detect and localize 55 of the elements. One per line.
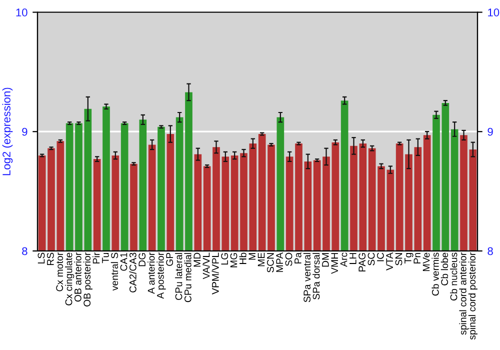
y2-tick-label: 8 [488,247,493,256]
x-tick-label: Cb vermis [432,252,439,296]
x-tick-label: spinal cord posterior [468,252,478,340]
x-tick-label: Tg [404,252,414,264]
x-tick-label: PAG [358,253,366,272]
x-tick-label: VMH [331,253,338,274]
y-axis-title: Log2 (expression) [2,88,13,176]
x-tick-label: Pa [294,252,302,264]
x-tick-label: MG [230,253,238,268]
y-tick-label: 8 [22,247,28,256]
x-tick-label: SC [368,252,375,266]
x-tick-label: A anterior [148,252,155,294]
x-tick-label: Pn [414,252,420,264]
x-tick-label: LG [221,253,228,265]
x-tick-label: Cb lobe [440,252,448,286]
x-tick-label: LS [38,252,45,264]
x-tick-label: VA/VL [202,252,210,280]
x-tick-label: M [248,253,256,260]
x-tick-label: A posterior [156,252,166,299]
x-tick-label: VTA [386,252,393,270]
x-tick-label: LH [350,253,356,264]
y2-tick-label: 10 [488,8,500,16]
x-tick-label: Tu [102,252,109,264]
y2-tick-label: 9 [488,128,493,136]
x-tick-label: DG [138,253,146,266]
x-tick-label: OB anterior [74,252,82,302]
x-tick-label: Cx cingulate [65,252,74,306]
x-tick-label: CPu medial [184,252,192,302]
x-tick-label: Arc [340,252,348,267]
x-tick-label: MPA [276,252,283,272]
x-tick-label: Cb nucleus [450,252,458,300]
x-tick-label: MVe [422,252,430,271]
x-tick-label: SPa dorsal [312,252,320,300]
x-tick-label: SPa ventral [303,252,311,302]
x-tick-label: CA1 [120,252,128,271]
x-tick-label: SN [395,253,402,266]
y-tick-label: 9 [22,128,28,136]
x-tick-label: ventral S [110,252,118,291]
x-tick-label: GP [166,252,174,266]
x-tick-label: SO [285,252,292,266]
x-tick-label: spinal cord anterior [459,252,468,335]
x-tick-label: IC [376,252,384,262]
x-tick-label: DM [322,253,329,267]
x-tick-label: MD [194,252,200,267]
x-tick-label: Hb [239,252,246,264]
x-tick-label: VPM/VPL [212,252,219,294]
x-tick-label: CA2/CA3 [129,252,136,292]
y-tick-label: 10 [16,8,28,16]
x-tick-label: Pir [92,252,100,264]
x-tick-label: CPu lateral [175,252,182,300]
x-tick-label: RS [46,252,54,266]
x-tick-label: Cx motor [56,252,64,292]
x-tick-label: SCN [266,253,274,272]
x-tick-label: OB posterior [83,252,92,306]
x-tick-label: ME [258,252,265,266]
